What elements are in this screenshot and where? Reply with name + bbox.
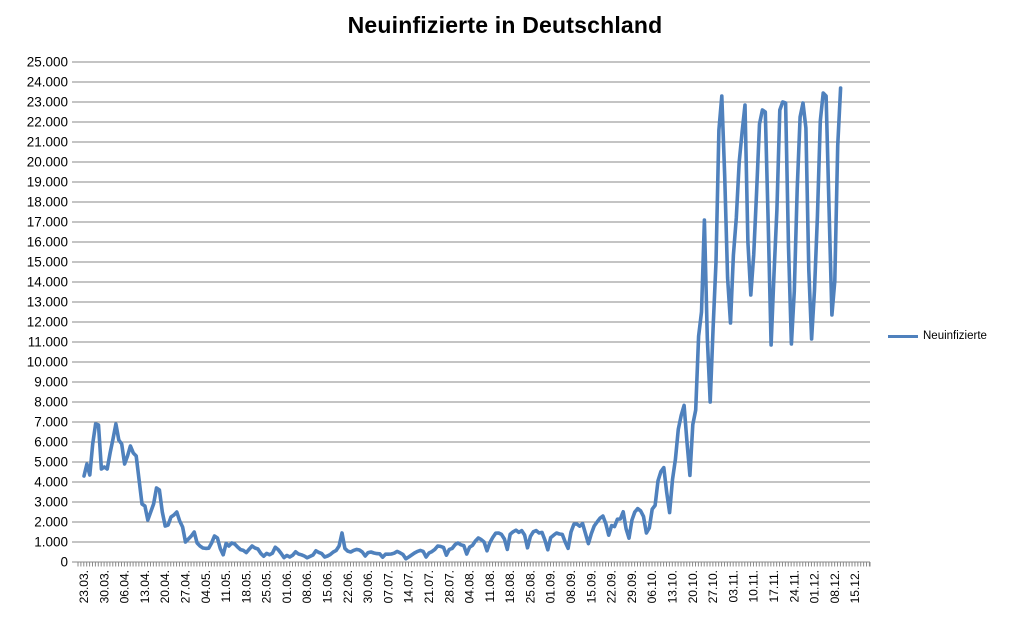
x-axis-label: 01.06. xyxy=(280,570,294,603)
y-axis-label: 20.000 xyxy=(27,155,68,170)
x-axis-label: 30.03. xyxy=(97,570,111,603)
y-axis-label: 7.000 xyxy=(34,415,68,430)
x-axis-label: 01.09. xyxy=(544,570,558,603)
x-axis-label: 10.11. xyxy=(747,570,761,602)
x-axis-label: 15.09. xyxy=(584,570,598,603)
x-axis-label: 25.08. xyxy=(523,570,537,603)
x-axis-label: 22.09. xyxy=(605,570,619,603)
y-axis-label: 11.000 xyxy=(28,335,68,350)
x-axis-label: 11.08. xyxy=(483,570,497,602)
x-axis-label: 06.10. xyxy=(645,570,659,603)
y-axis-label: 2.000 xyxy=(34,515,68,530)
x-axis-label: 18.08. xyxy=(503,570,517,603)
x-axis-label: 14.07. xyxy=(402,570,416,603)
data-line-neuinfizierte xyxy=(82,86,843,561)
x-axis-tick-comb xyxy=(77,562,871,567)
y-axis-label: 22.000 xyxy=(27,115,68,130)
x-axis-label: 08.12. xyxy=(828,570,842,603)
x-axis-labels: 23.03. 30.03. 06.04. 13.04. 20.04. 27.04. 04.0… xyxy=(77,570,862,603)
x-axis-label: 11.05. xyxy=(219,570,233,602)
y-axis-label: 12.000 xyxy=(27,315,68,330)
chart-title: Neuinfizierte in Deutschland xyxy=(347,12,663,38)
y-axis-label: 21.000 xyxy=(27,135,68,150)
x-axis-label: 27.10. xyxy=(706,570,720,603)
x-axis-label: 04.08. xyxy=(463,570,477,603)
x-axis-label: 23.03. xyxy=(77,570,91,603)
x-axis-label: 30.06. xyxy=(361,570,375,603)
x-axis-label: 22.06. xyxy=(341,570,355,603)
x-axis-label: 15.06. xyxy=(321,570,335,603)
y-axis-label: 18.000 xyxy=(27,195,68,210)
y-axis-label: 5.000 xyxy=(34,455,68,470)
x-axis-label: 21.07. xyxy=(422,570,436,603)
y-axis-label: 9.000 xyxy=(34,375,68,390)
y-axis-label: 0 xyxy=(60,555,68,570)
x-axis-label: 29.09. xyxy=(625,570,639,603)
x-axis-label: 07.07. xyxy=(381,570,395,603)
y-axis-label: 24.000 xyxy=(27,75,68,90)
y-axis-label: 17.000 xyxy=(27,215,68,230)
y-axis-label: 23.000 xyxy=(27,95,68,110)
legend: Neuinfizierte xyxy=(888,330,987,342)
x-axis-label: 15.12. xyxy=(848,570,862,603)
y-axis-labels: 0 1.000 2.000 3.000 4.000 5.000 6.000 7.000 8.00… xyxy=(27,55,68,570)
gridlines xyxy=(72,61,870,563)
x-axis-label: 08.09. xyxy=(564,570,578,603)
y-axis-label: 1.000 xyxy=(34,535,68,550)
y-axis-label: 14.000 xyxy=(27,275,68,290)
y-axis-label: 16.000 xyxy=(27,235,68,250)
y-axis-label: 4.000 xyxy=(34,475,68,490)
y-axis-label: 19.000 xyxy=(27,175,68,190)
x-axis-label: 25.05. xyxy=(260,570,274,603)
x-axis-label: 06.04. xyxy=(118,570,132,603)
x-axis-label: 13.10. xyxy=(665,570,679,603)
x-axis-label: 13.04. xyxy=(138,570,152,603)
x-axis-label: 27.04. xyxy=(178,570,192,603)
x-axis-label: 01.12. xyxy=(808,570,822,603)
x-axis-label: 17.11. xyxy=(767,570,781,602)
x-axis-label: 03.11. xyxy=(726,570,740,602)
y-axis-label: 25.000 xyxy=(27,55,68,70)
y-axis-label: 8.000 xyxy=(34,395,68,410)
x-axis-label: 08.06. xyxy=(300,570,314,603)
y-axis-label: 13.000 xyxy=(27,295,68,310)
x-axis-label: 18.05. xyxy=(239,570,253,603)
legend-line-icon xyxy=(888,334,918,338)
y-axis-label: 10.000 xyxy=(27,355,68,370)
y-axis-label: 6.000 xyxy=(34,435,68,450)
x-axis-label: 20.10. xyxy=(686,570,700,603)
x-axis-label: 24.11. xyxy=(787,570,801,602)
x-axis-label: 20.04. xyxy=(158,570,172,603)
y-axis-label: 3.000 xyxy=(34,495,68,510)
x-axis-label: 28.07. xyxy=(442,570,456,603)
legend-label: Neuinfizierte xyxy=(923,330,987,342)
x-axis-label: 04.05. xyxy=(199,570,213,603)
y-axis-label: 15.000 xyxy=(27,255,68,270)
